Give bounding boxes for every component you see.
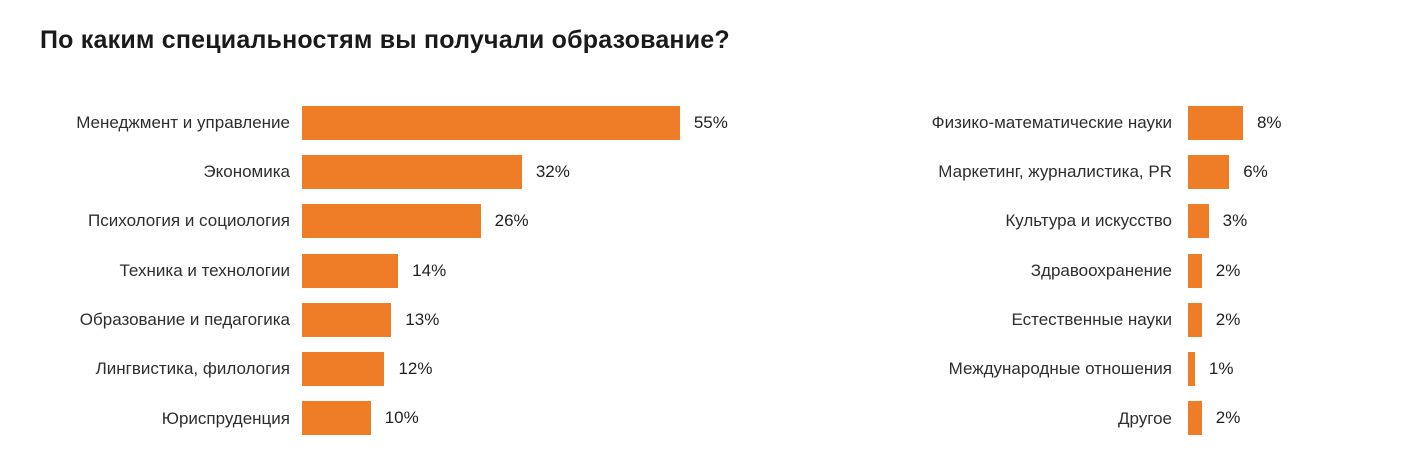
category-label: Маркетинг, журналистика, PR bbox=[938, 162, 1172, 182]
category-label: Лингвистика, филология bbox=[95, 359, 290, 379]
bar bbox=[302, 401, 371, 436]
category-label: Естественные науки bbox=[1011, 310, 1172, 330]
value-label: 32% bbox=[535, 161, 570, 181]
bar bbox=[302, 352, 385, 387]
category-label: Образование и педагогика bbox=[79, 310, 290, 330]
chart-row: Физико-математические науки 8% bbox=[820, 98, 1410, 147]
value-label: 10% bbox=[384, 408, 419, 428]
bar bbox=[302, 204, 481, 239]
bar bbox=[302, 105, 680, 140]
category-label: Психология и социология bbox=[88, 211, 290, 231]
bar bbox=[1188, 204, 1209, 239]
value-label: 12% bbox=[398, 359, 433, 379]
category-label: Юриспруденция bbox=[161, 408, 290, 428]
bar bbox=[1188, 302, 1202, 337]
chart-row: Менеджмент и управление 55% bbox=[0, 98, 790, 147]
value-label: 26% bbox=[494, 211, 529, 231]
category-label: Другое bbox=[1117, 408, 1172, 428]
category-label: Международные отношения bbox=[948, 359, 1172, 379]
chart-row: Лингвистика, филология 12% bbox=[0, 344, 790, 393]
value-label: 1% bbox=[1208, 359, 1234, 379]
bar bbox=[1188, 401, 1202, 436]
chart-row: Техника и технологии 14% bbox=[0, 246, 790, 295]
chart-row: Культура и искусство 3% bbox=[820, 197, 1410, 246]
category-label: Техника и технологии bbox=[119, 260, 290, 280]
value-label: 8% bbox=[1256, 112, 1282, 132]
bar bbox=[1188, 154, 1230, 189]
chart-row: Экономика 32% bbox=[0, 147, 790, 196]
chart-row: Психология и социология 26% bbox=[0, 197, 790, 246]
chart-row: Здравоохранение 2% bbox=[820, 246, 1410, 295]
category-label: Физико-математические науки bbox=[931, 112, 1172, 132]
chart-row: Другое 2% bbox=[820, 394, 1410, 443]
chart-row: Маркетинг, журналистика, PR 6% bbox=[820, 147, 1410, 196]
chart-row: Международные отношения 1% bbox=[820, 344, 1410, 393]
chart-row: Образование и педагогика 13% bbox=[0, 295, 790, 344]
category-label: Экономика bbox=[203, 162, 290, 182]
chart-right: Физико-математические науки 8% Маркетинг, … bbox=[820, 98, 1410, 443]
category-label: Культура и искусство bbox=[1005, 211, 1172, 231]
value-label: 55% bbox=[693, 112, 728, 132]
value-label: 13% bbox=[405, 309, 440, 329]
value-label: 2% bbox=[1215, 408, 1241, 428]
value-label: 14% bbox=[412, 260, 447, 280]
value-label: 2% bbox=[1215, 260, 1241, 280]
chart-left: Менеджмент и управление 55% Экономика 32% Пс… bbox=[0, 98, 790, 443]
category-label: Здравоохранение bbox=[1030, 260, 1172, 280]
value-label: 2% bbox=[1215, 309, 1241, 329]
chart-title: По каким специальностям вы получали обра… bbox=[40, 26, 730, 54]
bar bbox=[302, 253, 399, 288]
bar bbox=[1188, 105, 1243, 140]
bar bbox=[302, 302, 392, 337]
chart-row: Юриспруденция 10% bbox=[0, 394, 790, 443]
chart-row: Естественные науки 2% bbox=[820, 295, 1410, 344]
bar bbox=[1188, 352, 1195, 387]
category-label: Менеджмент и управление bbox=[76, 112, 290, 132]
value-label: 6% bbox=[1243, 161, 1268, 181]
value-label: 3% bbox=[1222, 211, 1248, 231]
bar bbox=[302, 154, 522, 189]
bar bbox=[1188, 253, 1202, 288]
